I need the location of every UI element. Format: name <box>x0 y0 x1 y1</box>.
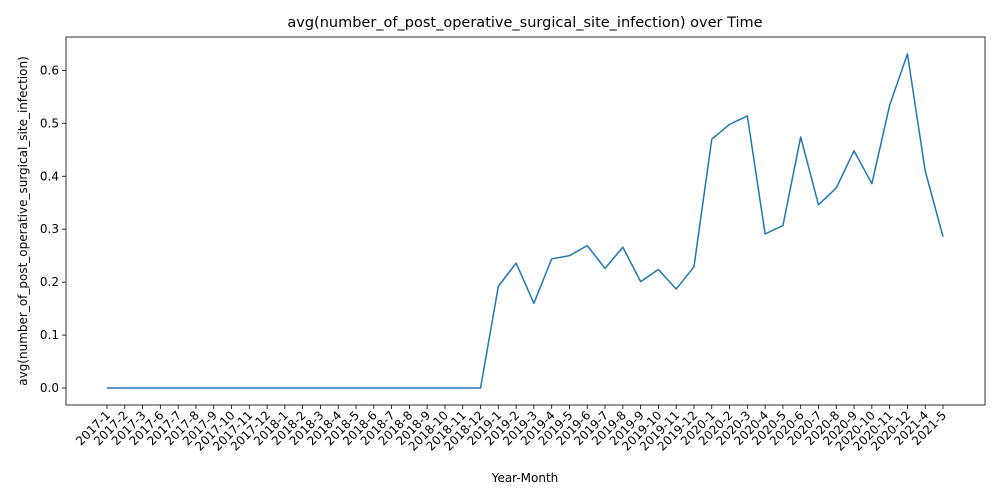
chart-title: avg(number_of_post_operative_surgical_si… <box>287 15 762 31</box>
y-tick-label: 0.3 <box>40 222 59 236</box>
y-tick-label: 0.6 <box>40 63 59 77</box>
y-tick-label: 0.1 <box>40 328 59 342</box>
plot-area: 0.0 0.1 0.2 0.3 0.4 0.5 0.6 2017-12017-22017-3… <box>40 36 986 454</box>
series-line <box>107 53 944 389</box>
y-axis-ticks: 0.0 0.1 0.2 0.3 0.4 0.5 0.6 <box>40 63 66 395</box>
y-tick-label: 0.4 <box>40 169 59 183</box>
y-tick-label: 0.5 <box>40 116 59 130</box>
axes-frame <box>65 36 986 406</box>
y-axis-label: avg(number_of_post_operative_surgical_si… <box>16 56 30 386</box>
x-axis-label: Year-Month <box>491 471 559 485</box>
y-tick-label: 0.2 <box>40 275 59 289</box>
x-axis-ticks: 2017-12017-22017-32017-62017-72017-82017… <box>73 405 949 454</box>
series-points <box>105 52 945 390</box>
y-tick-label: 0.0 <box>40 381 59 395</box>
